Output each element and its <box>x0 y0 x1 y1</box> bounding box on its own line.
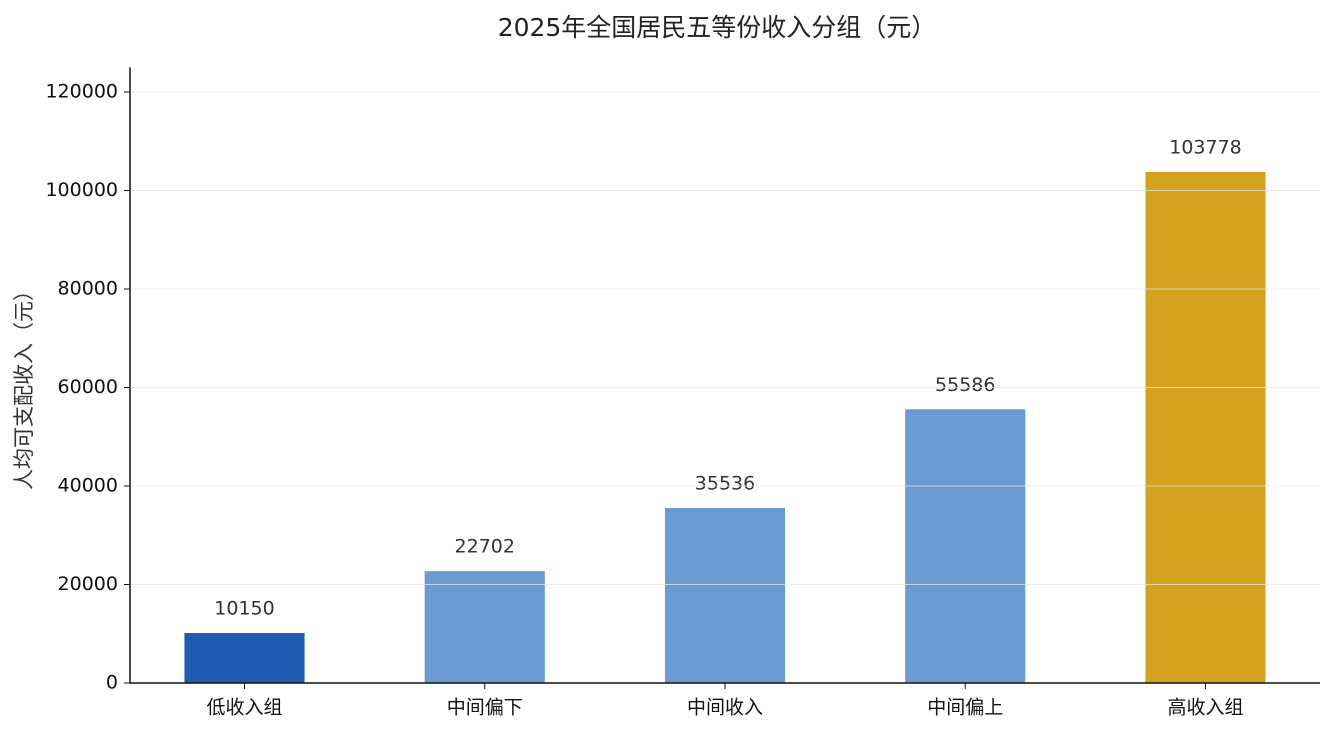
bar <box>424 571 545 683</box>
y-tick-label: 100000 <box>45 179 118 201</box>
value-label: 10150 <box>214 598 274 620</box>
bar <box>664 507 786 683</box>
x-tick-label: 中间偏下 <box>447 697 523 719</box>
y-tick-label: 0 <box>106 672 118 694</box>
y-tick-label: 80000 <box>58 278 118 300</box>
bar <box>184 633 305 683</box>
y-tick-label: 60000 <box>58 376 118 398</box>
x-tick-label: 低收入组 <box>206 697 282 719</box>
x-tick-label: 高收入组 <box>1167 697 1243 719</box>
bar <box>1145 171 1266 683</box>
x-tick-label: 中间偏上 <box>927 697 1003 719</box>
value-label: 35536 <box>695 472 755 494</box>
y-tick-label: 20000 <box>58 573 118 595</box>
bar <box>905 409 1026 683</box>
value-label: 103778 <box>1169 136 1242 158</box>
value-label: 55586 <box>935 374 995 396</box>
y-tick-label: 40000 <box>58 475 118 497</box>
y-tick-label: 120000 <box>45 81 118 103</box>
y-axis-label: 人均可支配收入（元） <box>12 280 36 490</box>
value-label: 22702 <box>455 536 515 558</box>
x-tick-label: 中间收入 <box>687 697 763 719</box>
chart-title: 2025年全国居民五等份收入分组（元） <box>498 13 937 42</box>
